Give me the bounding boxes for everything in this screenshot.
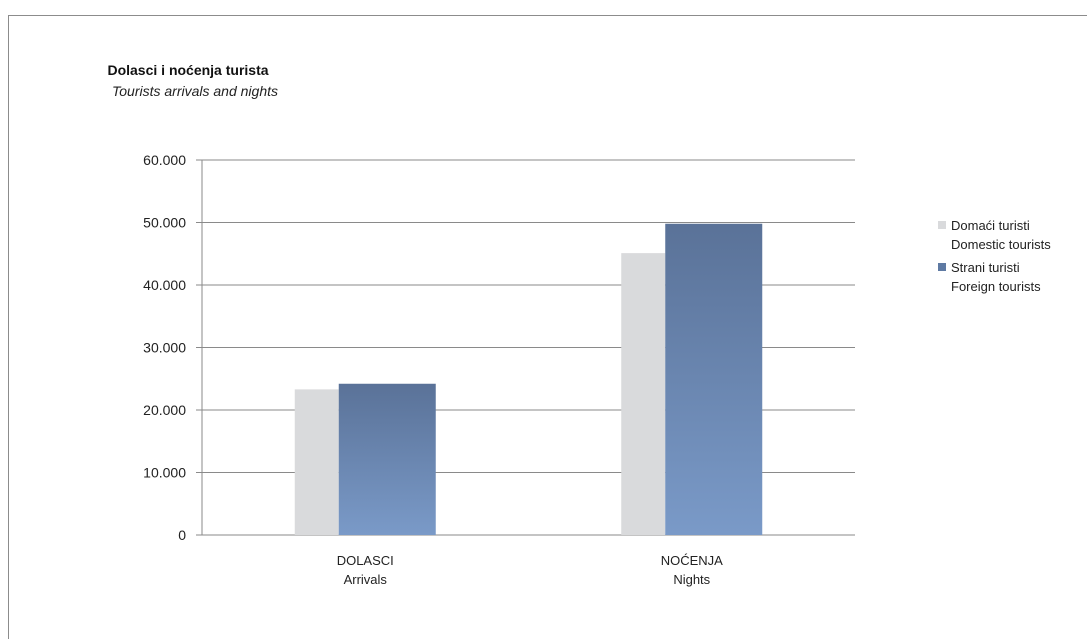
legend-item-domestic: Domaći turisti Domestic tourists	[938, 216, 1051, 254]
y-tick-label: 60.000	[143, 152, 186, 168]
y-tick-label: 20.000	[143, 402, 186, 418]
bar-foreign	[665, 223, 763, 535]
bar-domestic	[621, 253, 666, 535]
legend-label-domestic: Domaći turisti	[951, 218, 1030, 233]
legend-swatch-foreign	[938, 263, 946, 271]
bar-domestic	[294, 389, 339, 535]
legend-label-foreign: Strani turisti	[951, 260, 1020, 275]
chart-subtitle: Tourists arrivals and nights	[111, 83, 278, 99]
legend-item-foreign: Strani turisti Foreign tourists	[938, 258, 1051, 296]
chart-legend: Domaći turisti Domestic tourists Strani …	[938, 216, 1051, 300]
legend-label-domestic-en: Domestic tourists	[951, 237, 1051, 252]
y-tick-label: 40.000	[143, 277, 186, 293]
y-tick-label: 10.000	[143, 465, 186, 481]
y-tick-label: 50.000	[143, 215, 186, 231]
legend-swatch-domestic	[938, 221, 946, 229]
x-tick-label-en: Nights	[673, 572, 710, 587]
y-tick-label: 0	[178, 527, 186, 543]
x-tick-label-en: Arrivals	[344, 572, 388, 587]
bar-foreign	[338, 383, 436, 535]
y-tick-label: 30.000	[143, 340, 186, 356]
x-tick-label: NOĆENJA	[661, 553, 723, 568]
chart-title: Dolasci i noćenja turista	[107, 62, 269, 78]
legend-label-foreign-en: Foreign tourists	[951, 279, 1041, 294]
chart-frame	[8, 15, 1087, 639]
x-tick-label: DOLASCI	[337, 553, 394, 568]
